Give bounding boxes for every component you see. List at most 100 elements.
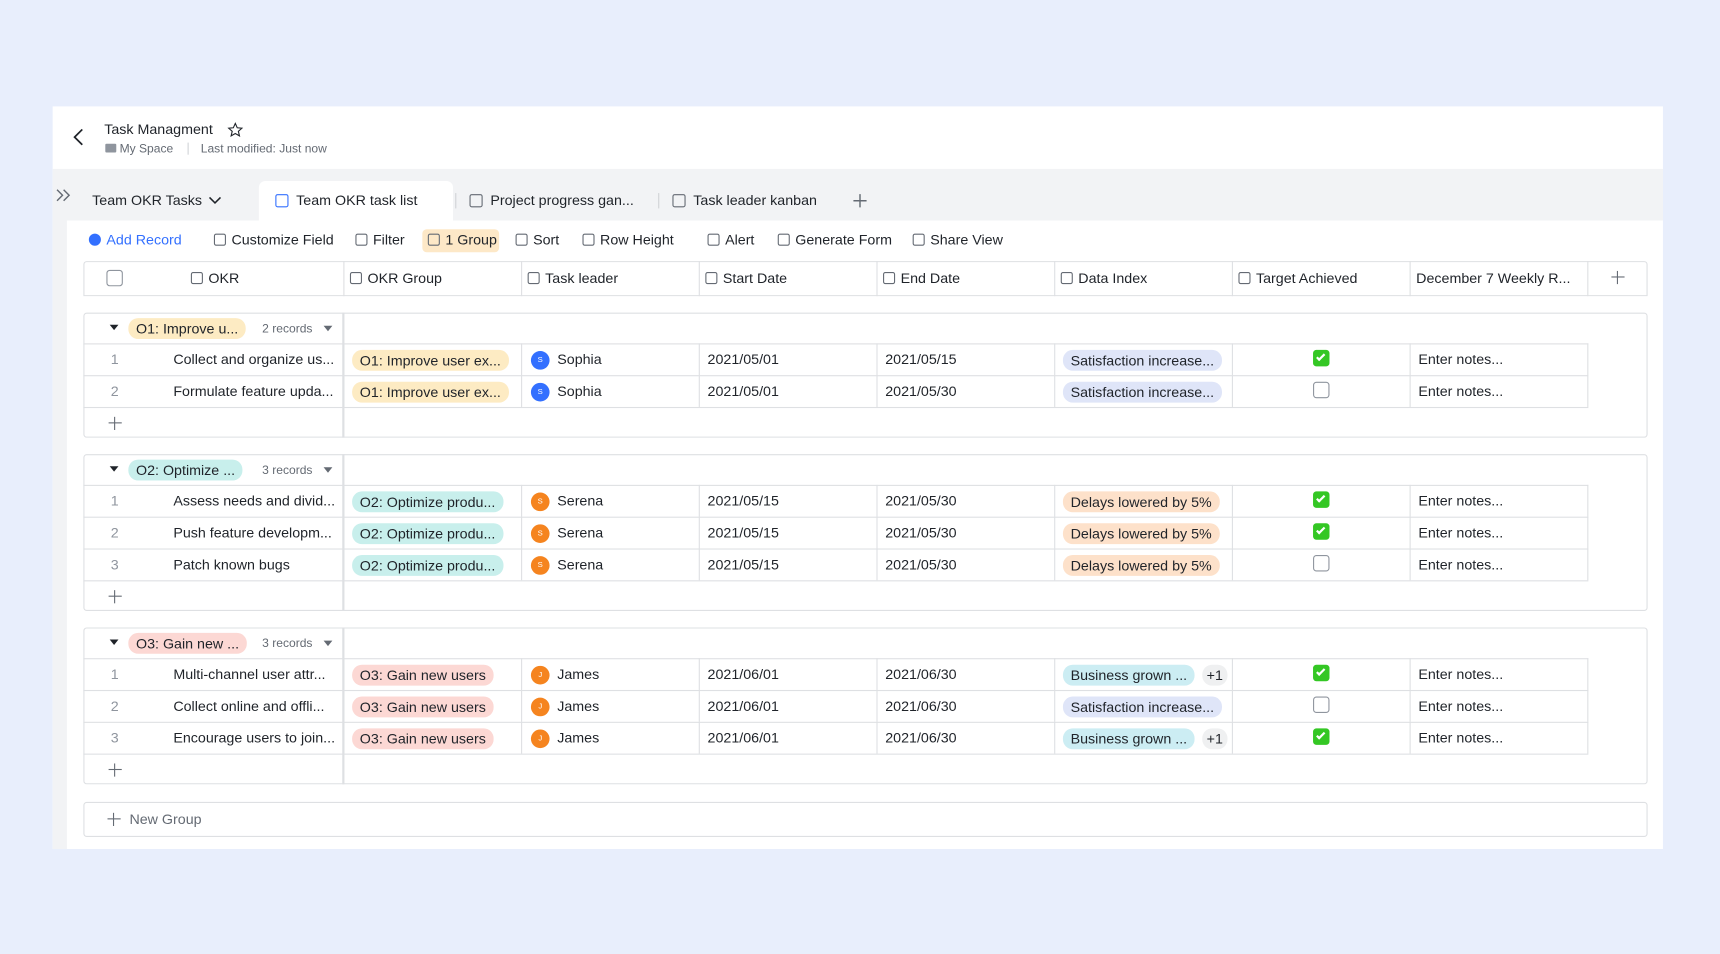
okr-group-chip: O2: Optimize produ... xyxy=(352,555,504,576)
toolbar-button[interactable]: Sort xyxy=(533,231,560,248)
okr-cell[interactable]: Collect online and offli... xyxy=(173,697,325,715)
okr-group-chip: O3: Gain new users xyxy=(352,728,494,750)
start-date: 2021/05/15 xyxy=(707,524,779,541)
row-number: 2 xyxy=(110,697,119,715)
cell-border xyxy=(698,689,700,722)
target-checkbox[interactable] xyxy=(1313,523,1330,540)
count-arrow[interactable] xyxy=(323,640,333,647)
target-checkbox[interactable] xyxy=(1313,491,1330,508)
target-checkbox[interactable] xyxy=(1313,664,1330,682)
notes-cell[interactable]: Enter notes... xyxy=(1418,382,1504,400)
toolbar-button[interactable]: Customize Field xyxy=(231,231,334,248)
count-arrow[interactable] xyxy=(323,325,333,332)
add-view[interactable] xyxy=(852,193,867,208)
notes-cell[interactable]: Enter notes... xyxy=(1418,665,1504,683)
column-divider xyxy=(876,261,878,297)
column-header[interactable]: OKR Group xyxy=(367,269,442,287)
toolbar-button[interactable]: 1 Group xyxy=(445,231,497,248)
data-index-chip: Delays lowered by 5% xyxy=(1062,555,1220,576)
toolbar-button[interactable]: Share View xyxy=(930,231,1003,248)
add-row[interactable] xyxy=(108,763,122,777)
cell-border xyxy=(1231,548,1233,581)
notes-cell[interactable]: Enter notes... xyxy=(1418,351,1504,368)
new-group[interactable]: New Group xyxy=(129,810,202,828)
data-index-chip: Business grown ... xyxy=(1062,728,1195,750)
divider xyxy=(187,142,189,155)
collapse-arrow[interactable] xyxy=(109,324,119,331)
notes-cell[interactable]: Enter notes... xyxy=(1418,729,1504,746)
add-row[interactable] xyxy=(108,416,122,431)
notes-cell[interactable]: Enter notes... xyxy=(1418,492,1504,509)
end-date: 2021/05/30 xyxy=(885,382,957,400)
row-number: 2 xyxy=(110,382,119,400)
column-header[interactable]: Start Date xyxy=(722,269,788,287)
toolbar-button[interactable]: Generate Form xyxy=(795,231,892,248)
view-tab[interactable]: Project progress gan... xyxy=(490,191,634,209)
okr-cell[interactable]: Assess needs and divid... xyxy=(173,492,336,509)
tool-icon xyxy=(427,233,440,246)
okr-group-chip: O2: Optimize produ... xyxy=(352,523,504,545)
add-field[interactable] xyxy=(1611,270,1625,285)
toolbar-button[interactable]: Alert xyxy=(725,231,755,248)
row-number: 1 xyxy=(110,492,119,509)
cell-border xyxy=(876,721,878,754)
cell-border xyxy=(1409,343,1411,376)
okr-cell[interactable]: Patch known bugs xyxy=(173,556,290,573)
end-date: 2021/06/30 xyxy=(885,665,957,683)
record-count: 3 records xyxy=(262,464,313,478)
column-header[interactable]: Data Index xyxy=(1078,269,1148,287)
start-date: 2021/05/15 xyxy=(707,492,779,509)
target-checkbox[interactable] xyxy=(1313,555,1330,572)
column-header[interactable]: Target Achieved xyxy=(1255,269,1358,287)
count-arrow[interactable] xyxy=(323,467,333,473)
active-tab[interactable] xyxy=(258,180,454,221)
view-tab[interactable]: Task leader kanban xyxy=(693,191,817,209)
back-button[interactable] xyxy=(70,127,88,147)
column-header[interactable]: End Date xyxy=(900,269,961,287)
cell-border xyxy=(1054,343,1056,376)
cell-border xyxy=(1409,484,1411,517)
notes-cell[interactable]: Enter notes... xyxy=(1418,524,1504,541)
column-divider xyxy=(698,261,700,297)
notes-cell[interactable]: Enter notes... xyxy=(1418,556,1504,573)
star-icon[interactable] xyxy=(227,122,244,138)
start-date: 2021/05/01 xyxy=(707,382,779,400)
avatar: J xyxy=(530,729,550,749)
target-checkbox[interactable] xyxy=(1313,728,1330,745)
target-checkbox[interactable] xyxy=(1313,349,1330,367)
column-header[interactable]: December 7 Weekly R... xyxy=(1416,269,1571,287)
notes-cell[interactable]: Enter notes... xyxy=(1418,697,1504,715)
view-tab[interactable]: Team OKR task list xyxy=(296,191,418,209)
tab-icon xyxy=(275,194,289,208)
okr-cell[interactable]: Push feature developm... xyxy=(173,524,332,541)
workspace-name[interactable]: Team OKR Tasks xyxy=(92,191,203,209)
cell-border xyxy=(698,375,700,407)
row xyxy=(83,753,1589,755)
column-icon xyxy=(1238,272,1251,285)
tab-icon xyxy=(469,194,483,208)
new-group-icon[interactable] xyxy=(107,812,121,826)
end-date: 2021/06/30 xyxy=(885,697,957,715)
toolbar-button[interactable]: Add Record xyxy=(106,231,182,248)
toolbar-button[interactable]: Filter xyxy=(372,231,405,248)
okr-cell[interactable]: Formulate feature upda... xyxy=(173,382,334,400)
collapse-arrow[interactable] xyxy=(109,466,119,472)
column-header[interactable]: OKR xyxy=(208,269,240,287)
dropdown-icon[interactable] xyxy=(207,194,222,207)
okr-cell[interactable]: Multi-channel user attr... xyxy=(173,665,326,683)
cell-border xyxy=(876,548,878,581)
select-all[interactable] xyxy=(106,269,123,287)
column-header[interactable]: Task leader xyxy=(545,269,619,287)
cell-border xyxy=(521,516,523,549)
expand-sidebar[interactable] xyxy=(53,182,77,208)
okr-cell[interactable]: Collect and organize us... xyxy=(173,351,335,368)
target-checkbox[interactable] xyxy=(1313,381,1330,399)
new-group-box[interactable] xyxy=(83,801,1648,837)
collapse-arrow[interactable] xyxy=(109,639,119,646)
target-checkbox[interactable] xyxy=(1313,696,1330,714)
cell-border xyxy=(1231,721,1233,754)
okr-cell[interactable]: Encourage users to join... xyxy=(173,729,336,746)
toolbar-button[interactable]: Row Height xyxy=(600,231,674,248)
add-row[interactable] xyxy=(108,590,122,604)
cell-border xyxy=(1231,484,1233,517)
